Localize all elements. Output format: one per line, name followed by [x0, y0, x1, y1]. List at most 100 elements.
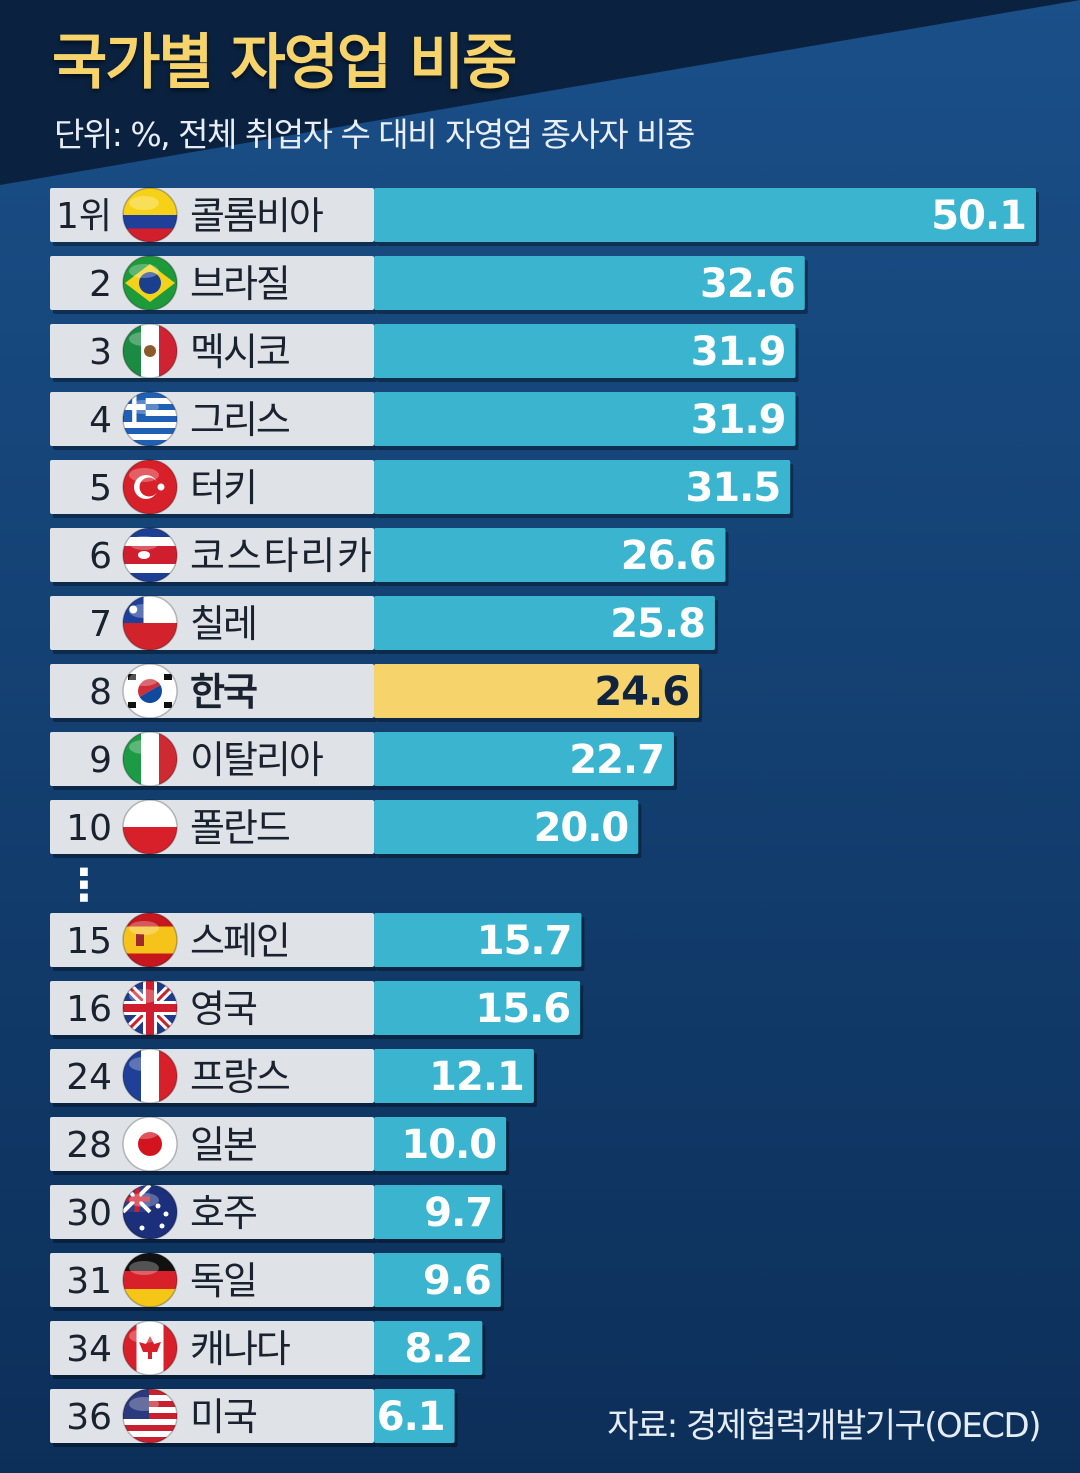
rank-label: 4	[89, 400, 112, 441]
value-label: 31.9	[691, 329, 786, 375]
value-label: 25.8	[610, 601, 705, 647]
bar	[374, 800, 639, 854]
value-label: 22.7	[569, 737, 664, 783]
spain-flag-icon	[122, 912, 178, 968]
value-label: 32.6	[700, 261, 795, 307]
value-label: 31.5	[686, 465, 781, 511]
bar	[374, 1185, 503, 1239]
source-note: 자료: 경제협력개발기구(OECD)	[607, 1406, 1041, 1446]
bar	[374, 392, 796, 446]
bar-row: 16 영국 15.6	[50, 980, 584, 1039]
greece-flag-icon	[122, 391, 178, 447]
country-label: 영국	[190, 987, 257, 1031]
rank-label: 5	[89, 468, 112, 509]
bar	[374, 256, 805, 310]
country-label: 브라질	[190, 262, 289, 306]
header-band	[0, 0, 1080, 185]
country-label: 스페인	[190, 919, 289, 963]
value-label: 20.0	[534, 805, 629, 851]
bar	[374, 664, 700, 718]
australia-flag-icon	[122, 1184, 178, 1240]
bar-row: 10 폴란드 20.0	[50, 799, 642, 858]
country-label: 폴란드	[190, 806, 290, 850]
bar	[374, 596, 715, 650]
usa-flag-icon	[122, 1388, 178, 1444]
rank-label: 24	[66, 1057, 112, 1098]
country-label: 프랑스	[190, 1055, 290, 1099]
rank-label: 1위	[56, 196, 112, 237]
bar	[374, 1389, 455, 1443]
country-label: 코스타리카	[190, 534, 371, 578]
value-label: 9.6	[423, 1258, 491, 1304]
bar-row: 2 브라질 32.6	[50, 255, 808, 314]
bar-row: 24 프랑스 12.1	[50, 1048, 537, 1107]
value-label: 15.7	[477, 918, 572, 964]
bar	[374, 732, 674, 786]
rank-label: 30	[66, 1193, 112, 1234]
value-label: 10.0	[401, 1122, 496, 1168]
rank-label: 15	[66, 921, 112, 962]
rank-label: 34	[66, 1329, 112, 1370]
bar	[374, 1253, 501, 1307]
value-label: 26.6	[621, 533, 716, 579]
rank-label: 7	[89, 604, 112, 645]
bar-row: 4 그리스 31.9	[50, 391, 799, 450]
ellipsis-marker: ⋮	[62, 860, 106, 911]
bar-row: 3 멕시코 31.9	[50, 323, 799, 382]
value-label: 24.6	[594, 669, 689, 715]
chile-flag-icon	[122, 595, 178, 651]
rank-label: 3	[89, 332, 112, 373]
mexico-flag-icon	[122, 323, 178, 379]
rank-label: 16	[66, 989, 112, 1030]
japan-flag-icon	[122, 1116, 178, 1172]
rank-label: 9	[89, 740, 112, 781]
rank-label: 31	[66, 1261, 112, 1302]
country-label: 미국	[190, 1395, 257, 1439]
bar	[374, 324, 796, 378]
value-label: 8.2	[404, 1326, 472, 1372]
bar	[374, 913, 582, 967]
bar	[374, 1117, 507, 1171]
uk-flag-icon	[122, 980, 178, 1036]
bar	[374, 188, 1036, 242]
country-label: 콜롬비아	[190, 194, 323, 238]
rank-label: 36	[66, 1397, 112, 1438]
bar-row: 5 터키 31.5	[50, 459, 794, 518]
value-label: 50.1	[931, 193, 1026, 239]
rank-label: 8	[89, 672, 112, 713]
chart-subtitle: 단위: %, 전체 취업자 수 대비 자영업 종사자 비중	[54, 115, 695, 154]
value-label: 31.9	[691, 397, 786, 443]
bar	[374, 528, 726, 582]
country-label: 캐나다	[190, 1327, 290, 1371]
value-label: 9.7	[424, 1190, 492, 1236]
bar-row: 31 독일 9.6	[50, 1252, 504, 1311]
poland-flag-icon	[122, 799, 178, 855]
costa-rica-flag-icon	[122, 527, 178, 583]
bar-row: 28 일본 10.0	[50, 1116, 510, 1175]
chart-title: 국가별 자영업 비중	[52, 28, 517, 98]
turkey-flag-icon	[122, 459, 178, 515]
rank-label: 28	[66, 1125, 112, 1166]
germany-flag-icon	[122, 1252, 178, 1308]
bar-row: 6 코스타리카 26.6	[50, 527, 729, 586]
rank-label: 10	[66, 808, 112, 849]
brazil-flag-icon	[122, 255, 178, 311]
bar-row: 34 캐나다 8.2	[50, 1320, 486, 1379]
canada-flag-icon	[122, 1320, 178, 1376]
country-label: 독일	[190, 1259, 256, 1303]
country-label: 호주	[190, 1191, 256, 1235]
country-label: 터키	[190, 466, 256, 510]
country-label: 멕시코	[190, 330, 289, 374]
bar-row: 36 미국 6.1	[50, 1388, 458, 1447]
value-label: 6.1	[377, 1394, 445, 1440]
bar	[374, 1049, 534, 1103]
bar-row: 30 호주 9.7	[50, 1184, 506, 1243]
value-label: 15.6	[475, 986, 570, 1032]
country-label: 그리스	[190, 398, 290, 442]
country-label: 일본	[190, 1123, 256, 1167]
colombia-flag-icon	[122, 187, 178, 243]
bar-row: 7 칠레 25.8	[50, 595, 718, 654]
country-label: 한국	[190, 670, 257, 714]
bar	[374, 1321, 483, 1375]
